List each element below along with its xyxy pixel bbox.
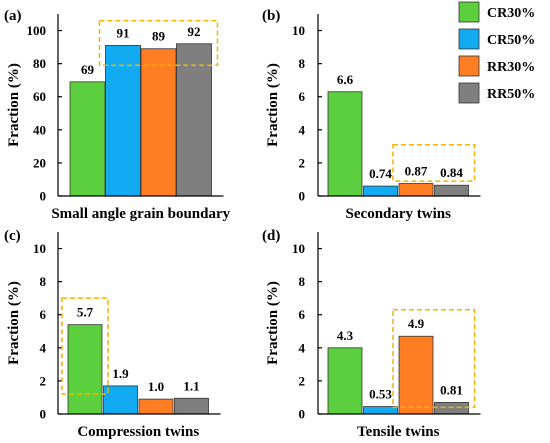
data-label: 69 [81, 62, 95, 77]
panel-d: 0 2 4 6 8 10 (d) Fraction (%) 4.3 0.53 4.9 0.81 Tens… [262, 228, 481, 440]
data-label: 4.9 [408, 316, 425, 331]
highlight-box [98, 19, 219, 67]
data-label: 1.9 [112, 366, 129, 381]
bar-RR50 [434, 184, 469, 197]
y-tick-label: 8 [299, 56, 306, 71]
y-axis-label: Fraction (%) [6, 63, 22, 147]
y-tick-label: 10 [292, 23, 305, 38]
legend-swatch-CR30 [458, 1, 480, 23]
y-tick-label: 0 [40, 407, 47, 422]
panel-a: 0 20 40 60 80 100 (a) Fraction (%) 69 91 89 92 Small… [4, 8, 231, 222]
legend-label: RR50% [487, 87, 535, 102]
bar-RR30 [398, 183, 434, 197]
data-label: 91 [117, 25, 130, 40]
x-axis-label: Compression twins [77, 424, 199, 440]
x-axis-label: Secondary twins [346, 206, 452, 222]
highlight-box [392, 143, 476, 182]
bar-RR30 [140, 48, 177, 197]
legend-swatch-CR50 [458, 28, 480, 50]
y-tick-label: 10 [292, 241, 305, 256]
y-tick-label: 2 [299, 373, 306, 388]
data-label: 92 [188, 24, 201, 39]
bar-CR50 [363, 185, 398, 197]
data-label: 1.1 [183, 378, 199, 393]
legend-label: CR50% [487, 33, 535, 48]
y-tick-label: 2 [40, 373, 47, 388]
data-label: 0.87 [405, 164, 428, 179]
panel-label: (a) [4, 8, 22, 24]
bar-CR30 [327, 91, 363, 197]
y-tick-label: 0 [299, 189, 306, 204]
y-tick-label: 100 [27, 23, 47, 38]
bar-CR30 [67, 324, 103, 415]
bar-RR50 [434, 402, 469, 415]
panel-label: (d) [262, 228, 280, 244]
legend-label: RR30% [487, 60, 535, 75]
data-label: 4.3 [337, 328, 354, 343]
y-tick-label: 40 [33, 122, 46, 137]
y-axis-label: Fraction (%) [6, 281, 22, 365]
y-tick-label: 10 [33, 241, 46, 256]
y-tick-label: 60 [33, 89, 46, 104]
y-tick-label: 0 [40, 189, 47, 204]
y-tick-label: 0 [299, 407, 306, 422]
legend: CR30% CR50% RR30% RR50% [458, 1, 535, 104]
data-label: 0.74 [369, 166, 392, 181]
bar-RR30 [398, 335, 434, 415]
y-tick-label: 80 [33, 56, 46, 71]
data-label: 0.81 [440, 382, 463, 397]
highlight-box [392, 309, 476, 409]
bar-CR30 [69, 81, 106, 197]
y-tick-label: 6 [299, 307, 306, 322]
data-label: 0.53 [369, 387, 392, 402]
x-axis-label: Tensile twins [357, 424, 440, 440]
y-tick-label: 4 [299, 340, 306, 355]
panel-b: 0 2 4 6 8 10 (b) Fraction (%) 6.6 0.74 0.87 0.84 Sec… [262, 8, 481, 222]
y-tick-label: 2 [299, 155, 306, 170]
bar-RR50 [174, 397, 209, 415]
data-label: 6.6 [337, 72, 354, 87]
data-label: 89 [152, 29, 166, 44]
y-tick-label: 20 [33, 155, 46, 170]
bar-RR50 [176, 43, 212, 197]
legend-swatch-RR50 [458, 82, 480, 104]
panel-c: 0 2 4 6 8 10 (c) Fraction (%) 5.7 1.9 1.0 1.1 Compre… [4, 228, 221, 440]
highlight-box [61, 297, 109, 395]
panel-label: (b) [262, 8, 280, 24]
bar-CR30 [327, 347, 363, 415]
legend-swatch-RR30 [458, 55, 480, 77]
x-axis-label: Small angle grain boundary [51, 206, 230, 222]
bar-RR30 [138, 398, 174, 415]
y-tick-label: 6 [40, 307, 47, 322]
data-label: 1.0 [148, 379, 164, 394]
y-tick-label: 4 [299, 122, 306, 137]
y-tick-label: 8 [40, 274, 47, 289]
data-label: 0.84 [440, 165, 463, 180]
y-axis-label: Fraction (%) [265, 281, 281, 365]
y-tick-label: 8 [299, 274, 306, 289]
data-label: 5.7 [77, 305, 94, 320]
y-tick-label: 4 [40, 340, 47, 355]
y-axis-label: Fraction (%) [265, 63, 281, 147]
legend-label: CR30% [487, 6, 535, 21]
y-tick-label: 6 [299, 89, 306, 104]
bar-CR50 [105, 45, 141, 197]
panel-label: (c) [4, 228, 21, 244]
